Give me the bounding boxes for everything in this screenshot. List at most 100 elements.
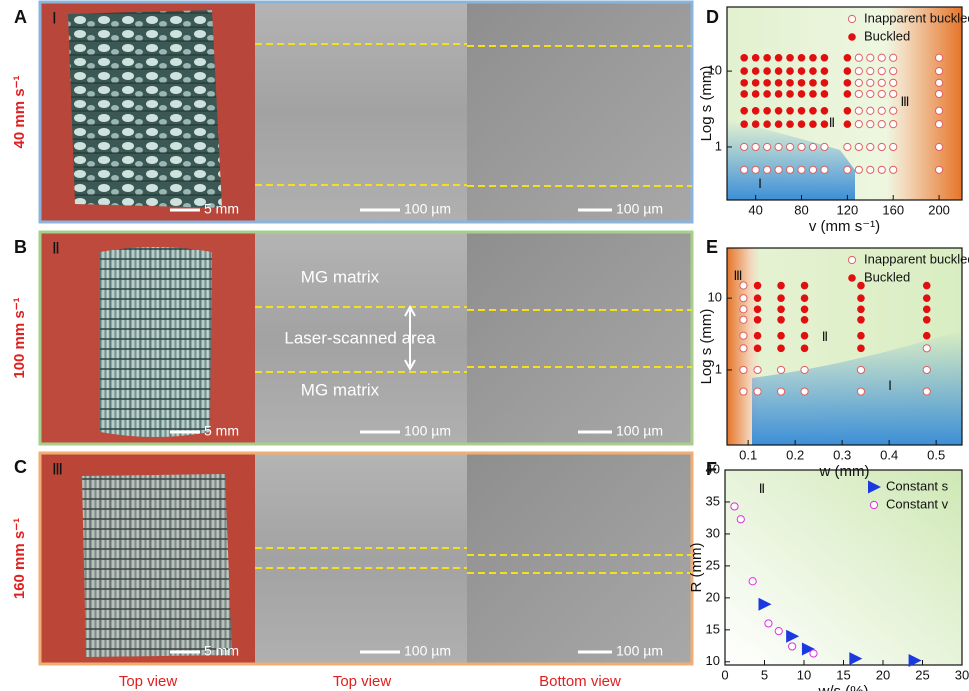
x-tick-label: 20 — [876, 667, 890, 682]
point — [801, 366, 808, 373]
point — [754, 305, 762, 313]
sem-a1 — [255, 2, 467, 222]
point — [740, 90, 748, 98]
y-axis-label: R (mm) — [688, 543, 705, 593]
point — [935, 90, 942, 97]
point — [809, 79, 817, 87]
point — [857, 388, 864, 395]
point — [855, 68, 862, 75]
point — [935, 79, 942, 86]
point — [777, 316, 785, 324]
point — [798, 143, 805, 150]
point — [801, 282, 809, 290]
point — [878, 143, 885, 150]
point — [798, 107, 806, 115]
x-axis-label: w/s (%) — [818, 683, 869, 691]
point — [763, 54, 771, 62]
point — [857, 366, 864, 373]
point — [821, 54, 829, 62]
legend-label: Inapparent buckled — [864, 251, 969, 266]
point — [798, 166, 805, 173]
point — [801, 305, 809, 313]
point — [786, 79, 794, 87]
point — [855, 90, 862, 97]
annotation: Ⅰ — [888, 378, 892, 393]
point — [844, 54, 852, 62]
point — [801, 332, 809, 340]
sem-a2 — [467, 2, 692, 222]
column-label: Top view — [119, 673, 178, 690]
point — [890, 79, 897, 86]
legend-marker — [870, 501, 877, 508]
point — [777, 332, 785, 340]
point — [890, 107, 897, 114]
y-tick-label: 1 — [715, 361, 722, 376]
point — [867, 68, 874, 75]
point — [789, 643, 796, 650]
point — [855, 166, 862, 173]
point — [752, 107, 760, 115]
regime-label: Ⅰ — [52, 11, 57, 28]
x-tick-label: 0.2 — [786, 447, 804, 462]
scale-label: 5 mm — [204, 643, 239, 659]
point — [764, 166, 771, 173]
column-label: Bottom view — [539, 673, 621, 690]
point — [857, 345, 865, 353]
point — [752, 54, 760, 62]
x-axis-label: w (mm) — [819, 463, 870, 480]
point — [749, 578, 756, 585]
point — [809, 54, 817, 62]
x-axis-label: v (mm s⁻¹) — [809, 218, 880, 235]
annotation: Ⅱ — [759, 481, 765, 496]
scale-label: 100 µm — [616, 643, 663, 659]
point — [786, 166, 793, 173]
annotation: Ⅲ — [734, 268, 743, 283]
point — [855, 143, 862, 150]
scale-label: 100 µm — [404, 423, 451, 439]
regime-label: Ⅱ — [52, 241, 60, 258]
point — [763, 120, 771, 128]
point — [821, 143, 828, 150]
x-tick-label: 0 — [721, 667, 728, 682]
legend-label: Buckled — [864, 28, 910, 43]
panel-letter: C — [14, 457, 27, 477]
point — [821, 90, 829, 98]
point — [821, 79, 829, 87]
y-tick-label: 40 — [706, 461, 720, 476]
panel-letter: B — [14, 237, 27, 257]
x-tick-label: 0.4 — [880, 447, 898, 462]
figure: ABCDEF40 mm s⁻¹Ⅰ5 mm100 µm100 µm100 mm s… — [0, 0, 969, 691]
point — [740, 306, 747, 313]
point — [737, 516, 744, 523]
point — [867, 166, 874, 173]
y-axis-label: Log s (mm) — [698, 309, 715, 385]
point — [752, 166, 759, 173]
point — [764, 143, 771, 150]
point — [775, 143, 782, 150]
point — [867, 121, 874, 128]
point — [752, 67, 760, 75]
legend-label: Inapparent buckled — [864, 10, 969, 25]
point — [890, 90, 897, 97]
row-label: 40 mm s⁻¹ — [11, 76, 28, 149]
point — [844, 107, 852, 115]
point — [935, 54, 942, 61]
point — [844, 79, 852, 87]
point — [798, 79, 806, 87]
legend-label: Constant v — [886, 496, 949, 511]
point — [777, 366, 784, 373]
legend-label: Constant s — [886, 478, 949, 493]
point — [763, 67, 771, 75]
point — [775, 120, 783, 128]
point — [777, 294, 785, 302]
point — [740, 388, 747, 395]
point — [740, 282, 747, 289]
region-label: MG matrix — [301, 267, 380, 286]
legend-marker — [848, 256, 855, 263]
point — [821, 120, 829, 128]
point — [752, 143, 759, 150]
point — [923, 282, 931, 290]
region-label: MG matrix — [301, 380, 380, 399]
point — [775, 628, 782, 635]
x-tick-label: 25 — [915, 667, 929, 682]
